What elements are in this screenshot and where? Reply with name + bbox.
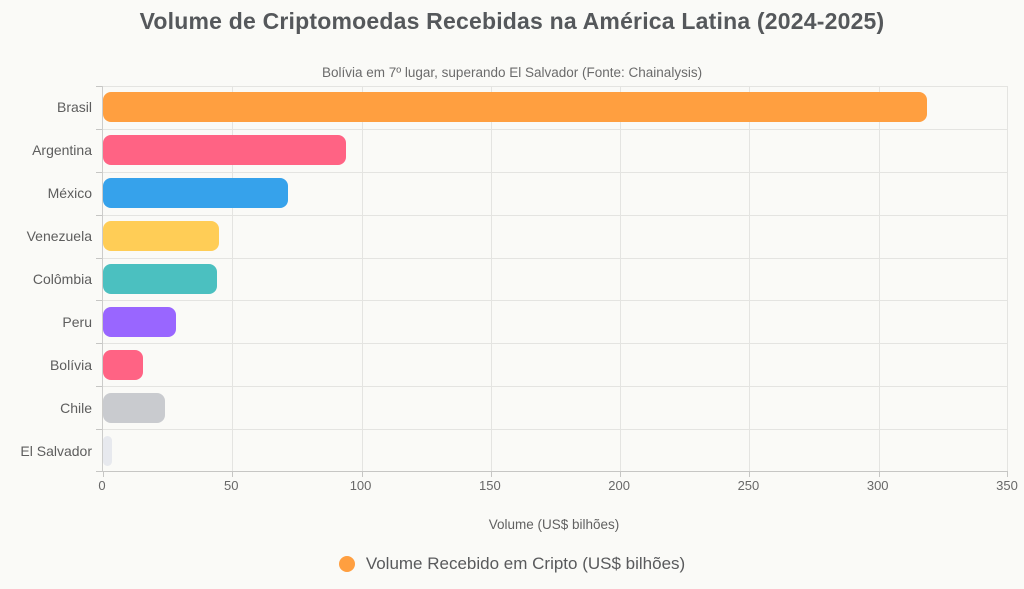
chart-title: Volume de Criptomoedas Recebidas na Amér… bbox=[139, 8, 885, 34]
gridline-horizontal bbox=[103, 215, 1007, 216]
chart-subtitle: Bolívia em 7º lugar, superando El Salvad… bbox=[321, 65, 703, 80]
y-axis-tick bbox=[96, 343, 102, 344]
gridline-horizontal bbox=[103, 258, 1007, 259]
x-axis-tick-label: 0 bbox=[98, 478, 106, 493]
bar-peru[interactable] bbox=[103, 306, 176, 337]
gridline-horizontal bbox=[103, 172, 1007, 173]
bar-venezuela[interactable] bbox=[103, 221, 219, 252]
y-axis-label-peru: Peru bbox=[62, 313, 92, 330]
plot-area bbox=[96, 86, 1008, 477]
y-axis-tick bbox=[96, 172, 102, 173]
gridline-horizontal bbox=[103, 343, 1007, 344]
y-axis-tick bbox=[96, 215, 102, 216]
gridline-horizontal bbox=[103, 386, 1007, 387]
gridline-vertical bbox=[232, 86, 234, 471]
x-axis-title: Volume (US$ bilhões) bbox=[488, 517, 620, 532]
gridline-vertical bbox=[490, 86, 492, 471]
x-axis: 0 50 100 150 200 250 300 350 bbox=[98, 478, 1017, 494]
x-axis-tick-label: 100 bbox=[349, 478, 372, 493]
x-axis-tick bbox=[749, 471, 751, 477]
y-axis-label-chile: Chile bbox=[60, 399, 92, 416]
legend-label: Volume Recebido em Cripto (US$ bilhões) bbox=[365, 554, 686, 573]
y-axis-label-brasil: Brasil bbox=[56, 99, 92, 116]
y-axis-tick bbox=[96, 386, 102, 387]
gridline-vertical bbox=[361, 86, 363, 471]
gridline-vertical bbox=[878, 86, 880, 471]
y-axis-tick bbox=[96, 86, 102, 87]
legend-marker-icon bbox=[338, 556, 355, 572]
x-axis-tick-label: 300 bbox=[866, 478, 889, 493]
bar-chile[interactable] bbox=[103, 392, 166, 423]
gridline-horizontal bbox=[103, 300, 1007, 301]
x-axis-tick-label: 350 bbox=[996, 478, 1018, 493]
y-axis-tick bbox=[96, 129, 102, 130]
gridline-horizontal bbox=[103, 86, 1007, 87]
x-axis-tick bbox=[232, 471, 234, 477]
bar-argentina[interactable] bbox=[103, 135, 347, 166]
y-axis-tick bbox=[96, 471, 102, 472]
x-axis-tick bbox=[103, 471, 104, 477]
bar-boli-via[interactable] bbox=[103, 349, 143, 380]
gridline-horizontal bbox=[103, 129, 1007, 130]
gridline-vertical bbox=[620, 86, 622, 471]
x-axis-tick bbox=[1007, 471, 1008, 477]
y-axis-tick bbox=[96, 258, 102, 259]
gridline-vertical bbox=[1007, 86, 1008, 471]
bar-el-salvador[interactable] bbox=[103, 435, 113, 466]
gridline-vertical bbox=[749, 86, 751, 471]
x-axis-tick-label: 200 bbox=[608, 478, 630, 493]
legend-item[interactable]: Volume Recebido em Cripto (US$ bilhões) bbox=[338, 554, 686, 574]
x-axis-tick-label: 50 bbox=[224, 478, 239, 493]
bar-me-xico[interactable] bbox=[103, 178, 288, 209]
y-axis-tick bbox=[96, 300, 102, 301]
x-axis-tick bbox=[620, 471, 622, 477]
x-axis-tick-label: 150 bbox=[478, 478, 501, 493]
x-axis-tick-label: 250 bbox=[737, 478, 760, 493]
x-axis-tick bbox=[878, 471, 880, 477]
gridline-horizontal bbox=[103, 429, 1007, 430]
y-axis-label-me-xico: México bbox=[47, 185, 92, 202]
y-axis-label-el-salvador: El Salvador bbox=[20, 442, 92, 459]
bar-brasil[interactable] bbox=[103, 92, 928, 123]
chart-legend: Volume Recebido em Cripto (US$ bilhões) bbox=[0, 554, 1024, 574]
x-axis-tick bbox=[490, 471, 492, 477]
y-axis-label-colo-mbia: Colômbia bbox=[32, 270, 92, 287]
y-axis-label-argentina: Argentina bbox=[32, 142, 92, 159]
bar-colo-mbia[interactable] bbox=[103, 264, 218, 294]
y-axis-tick bbox=[96, 429, 102, 430]
x-axis-tick bbox=[361, 471, 363, 477]
y-axis-label-venezuela: Venezuela bbox=[26, 228, 92, 245]
y-axis-label-boli-via: Bolívia bbox=[49, 356, 92, 373]
y-axis: Brasil Argentina México Venezuela Colômbia Pe… bbox=[0, 86, 92, 471]
